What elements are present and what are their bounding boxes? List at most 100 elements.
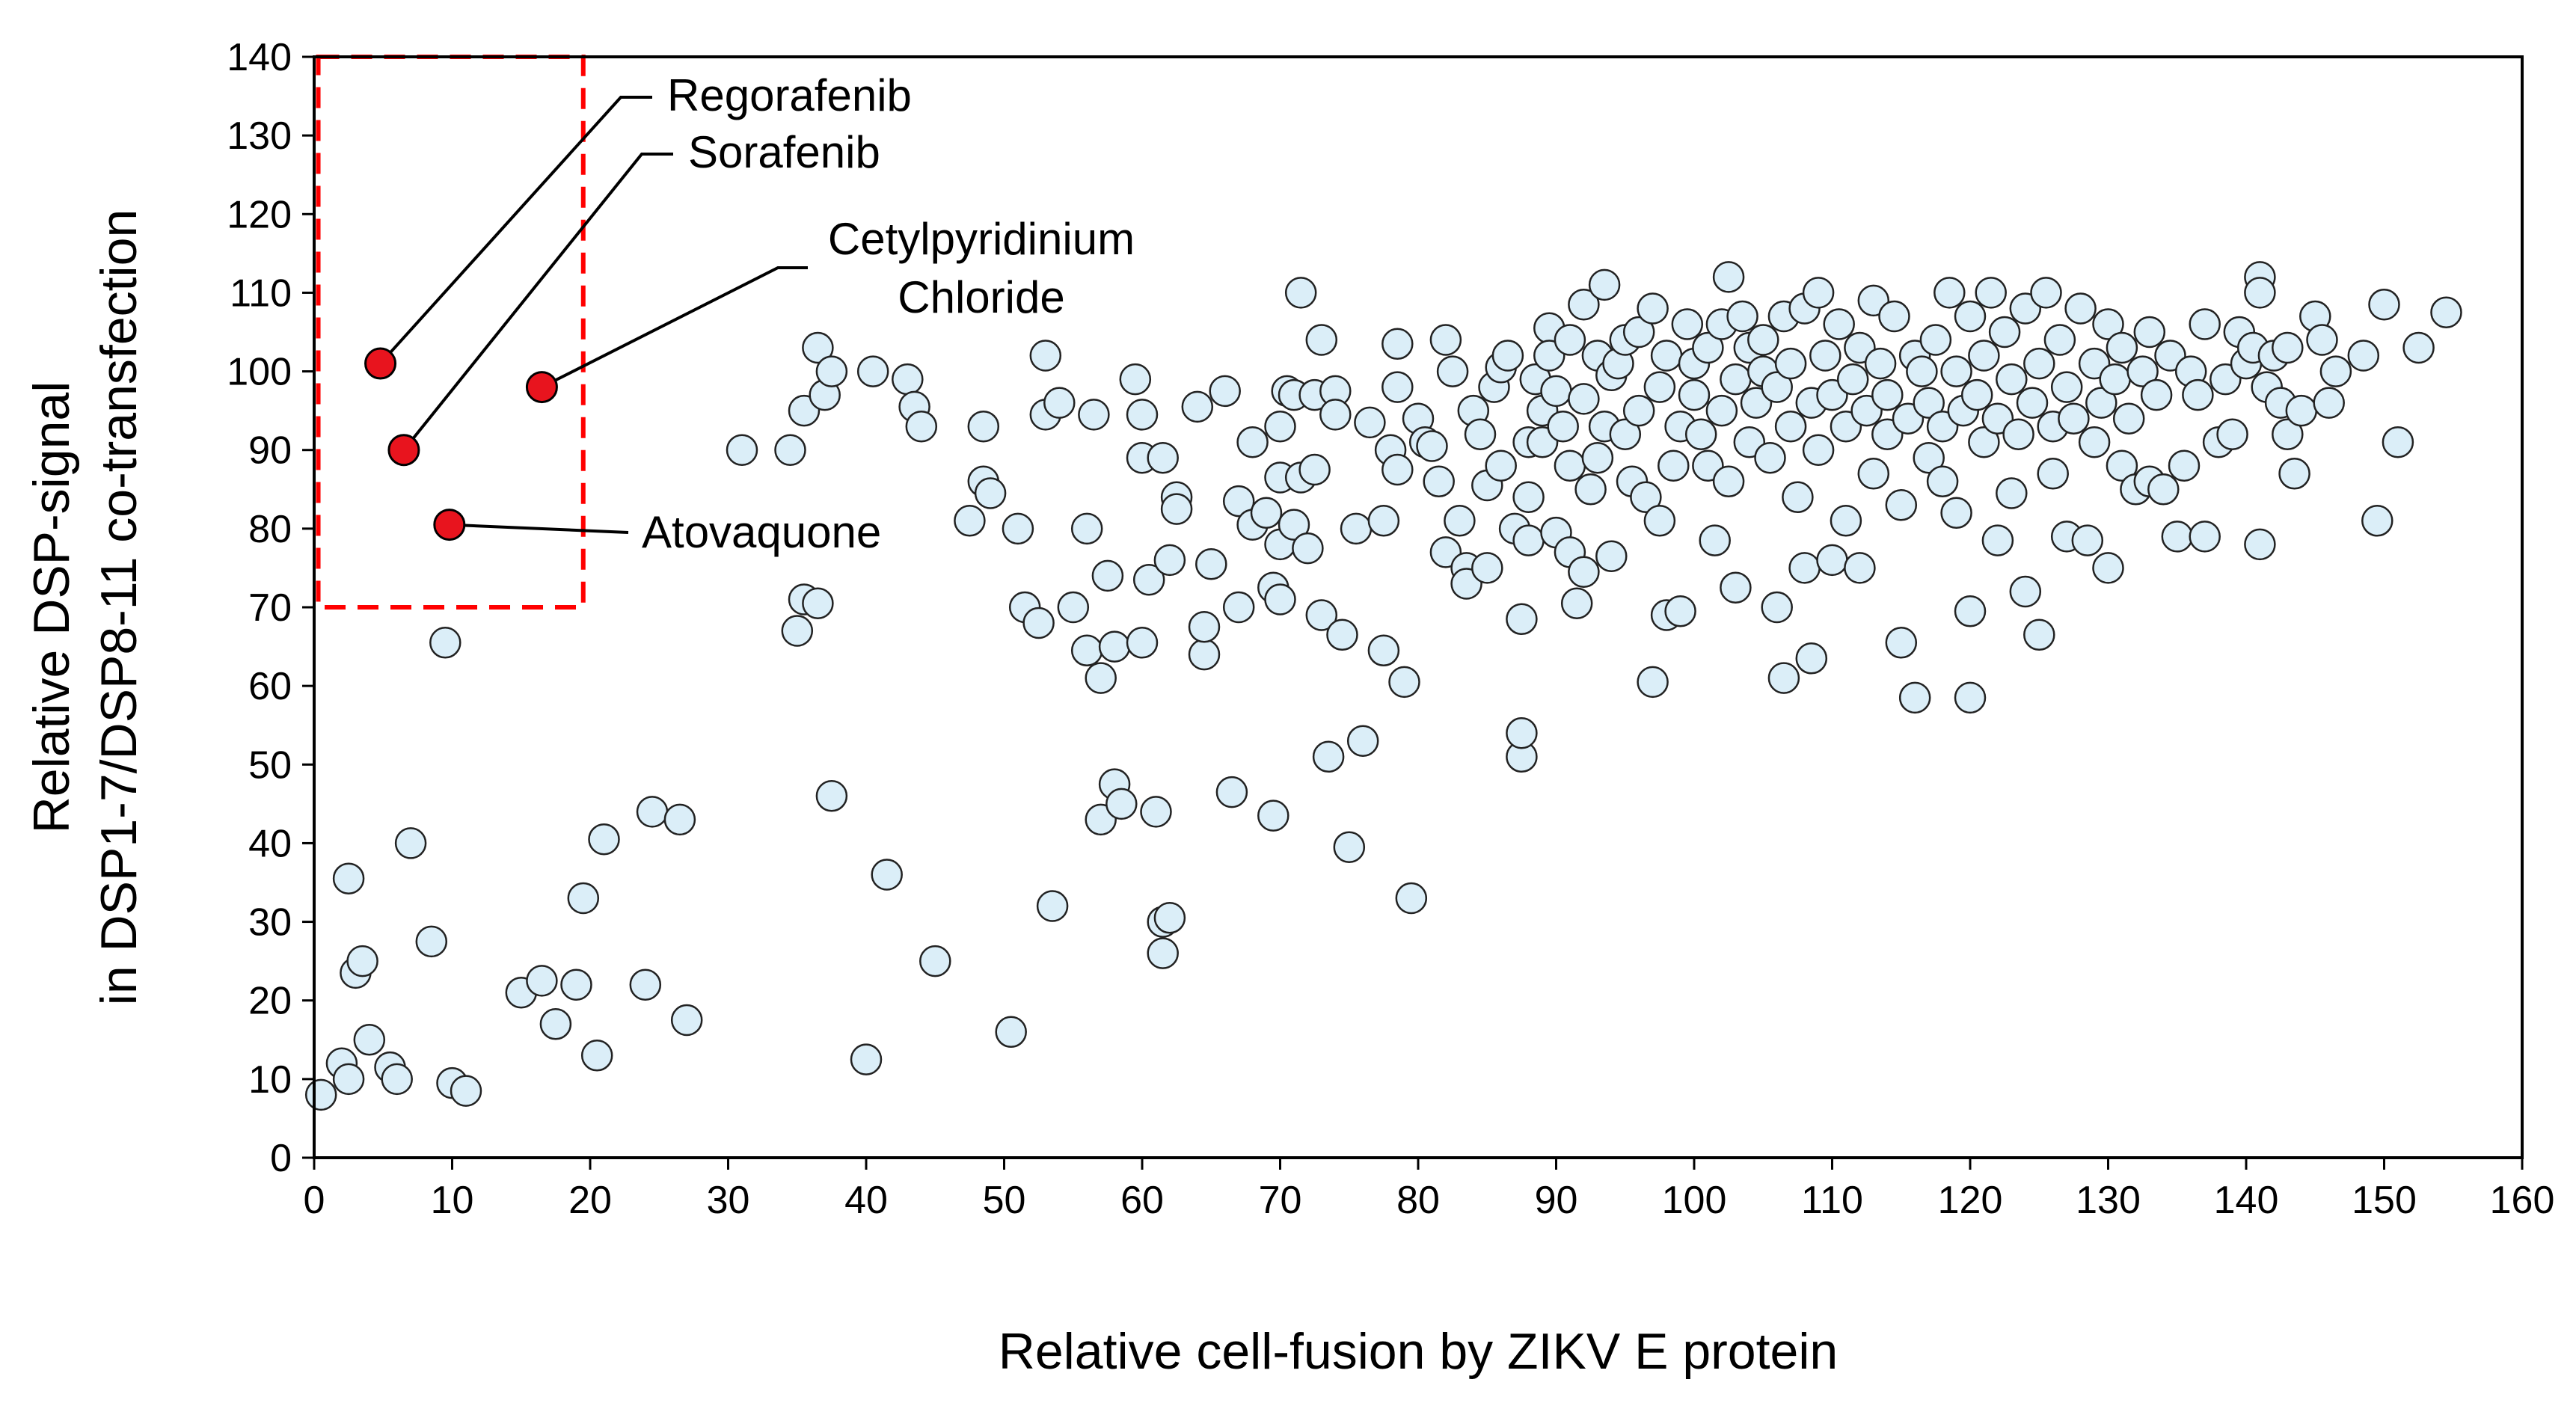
annotation-cetylpyridinium-line-1: Cetylpyridinium xyxy=(828,214,1135,264)
data-point xyxy=(2285,394,2318,427)
annotation-regorafenib: Regorafenib xyxy=(667,70,912,120)
data-point xyxy=(1002,512,1034,545)
data-point xyxy=(802,587,834,619)
data-point xyxy=(304,1078,337,1111)
data-point xyxy=(1132,563,1165,596)
data-point xyxy=(580,1040,613,1072)
data-point xyxy=(781,615,814,647)
data-point xyxy=(1512,481,1545,514)
leader-line-regorafenib xyxy=(379,96,652,365)
data-point xyxy=(2244,277,2276,309)
data-point xyxy=(1637,292,1669,325)
data-point xyxy=(1091,559,1124,592)
y-tick-label: 20 xyxy=(248,980,292,1023)
data-point xyxy=(1864,347,1897,380)
data-point xyxy=(567,882,600,915)
data-point xyxy=(1022,607,1055,639)
data-point xyxy=(1678,378,1711,411)
data-point xyxy=(415,925,448,958)
data-point xyxy=(1312,740,1345,773)
x-tick-label: 140 xyxy=(2214,1179,2279,1222)
data-point xyxy=(1622,316,1655,349)
data-point xyxy=(1913,441,1945,474)
data-point xyxy=(726,434,758,466)
data-point xyxy=(1119,363,1152,396)
y-axis-title-line-2: in DSP1-7/DSP8-11 co-transfection xyxy=(91,209,147,1006)
x-tick-label: 120 xyxy=(1938,1179,2003,1222)
data-point xyxy=(663,803,696,836)
data-point xyxy=(1720,363,1752,396)
y-tick-label: 40 xyxy=(248,822,292,865)
data-point xyxy=(1816,544,1848,577)
annotations: Regorafenib Sorafenib Cetylpyridinium Ch… xyxy=(642,70,1135,557)
data-point xyxy=(1774,410,1807,443)
data-point xyxy=(2099,363,2131,396)
data-point xyxy=(1554,324,1586,356)
y-tick-label: 70 xyxy=(248,586,292,630)
data-point xyxy=(1782,481,1814,514)
data-point xyxy=(2430,296,2462,328)
data-point xyxy=(1098,630,1131,663)
data-point xyxy=(954,505,986,537)
data-point xyxy=(1747,324,1779,356)
data-point xyxy=(1292,532,1324,565)
data-point xyxy=(892,363,924,396)
data-point xyxy=(1181,390,1214,423)
data-point xyxy=(353,1024,386,1056)
data-point xyxy=(1767,662,1800,694)
data-point xyxy=(1568,288,1600,321)
data-point xyxy=(1588,268,1621,301)
data-point xyxy=(1906,355,1938,387)
x-tick-label: 160 xyxy=(2490,1179,2555,1222)
data-point xyxy=(1346,725,1379,757)
data-point xyxy=(1823,308,1855,340)
data-point xyxy=(1540,375,1572,408)
y-tick-label: 110 xyxy=(230,271,292,315)
leader-line-sorafenib xyxy=(402,153,673,451)
data-point xyxy=(1933,277,1966,309)
data-point xyxy=(1506,603,1538,636)
data-point xyxy=(1609,418,1642,450)
x-tick-label: 20 xyxy=(568,1179,612,1222)
data-point xyxy=(588,823,620,856)
data-points xyxy=(304,261,2462,1111)
data-point xyxy=(2189,308,2221,340)
data-point xyxy=(1650,340,1683,372)
data-point xyxy=(1795,642,1828,675)
data-point xyxy=(2347,340,2380,372)
data-point xyxy=(560,969,592,1001)
annotation-sorafenib: Sorafenib xyxy=(688,127,880,177)
data-point xyxy=(1898,681,1931,714)
data-point xyxy=(1036,890,1069,922)
x-tick-label: 130 xyxy=(2076,1179,2141,1222)
data-point xyxy=(2306,324,2338,356)
plot-area xyxy=(314,57,2522,1158)
data-point xyxy=(1684,418,1717,450)
data-point xyxy=(1471,552,1503,584)
data-point xyxy=(1126,627,1159,659)
y-tick-label: 0 xyxy=(270,1137,292,1180)
y-tick-label: 80 xyxy=(248,508,292,551)
data-point xyxy=(1057,591,1090,624)
data-point xyxy=(1250,497,1283,530)
data-point xyxy=(2071,524,2104,556)
data-point xyxy=(1444,505,1476,537)
data-point xyxy=(1913,387,1945,419)
data-point xyxy=(2023,618,2055,651)
data-point xyxy=(1153,544,1186,577)
data-point xyxy=(1319,399,1352,431)
data-point xyxy=(1960,378,1993,411)
highlighted-point-regorafenib xyxy=(364,347,397,380)
data-point xyxy=(1954,595,1987,627)
data-point xyxy=(1954,681,1987,714)
data-point xyxy=(1809,340,1841,372)
data-point xyxy=(2002,418,2034,450)
data-point xyxy=(1140,796,1172,828)
data-point xyxy=(1802,277,1835,309)
data-point xyxy=(1126,399,1159,431)
data-point xyxy=(2402,331,2435,364)
data-point xyxy=(2189,521,2221,553)
x-tick-label: 0 xyxy=(304,1179,325,1222)
data-point xyxy=(2361,505,2393,537)
data-point xyxy=(1388,666,1420,699)
